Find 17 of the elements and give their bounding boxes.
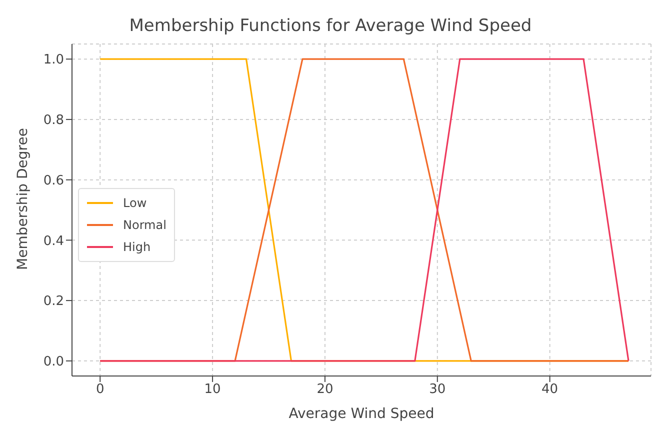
- y-tick-label: 0.0: [43, 354, 64, 370]
- x-tick-label: 10: [204, 382, 221, 398]
- x-tick-label: 0: [96, 382, 104, 398]
- y-axis-title: Membership Degree: [14, 128, 31, 270]
- y-tick-label: 0.4: [43, 234, 64, 249]
- legend-label: High: [123, 239, 151, 256]
- y-tick-label: 0.8: [43, 113, 64, 128]
- y-tick-label: 1.0: [43, 52, 64, 68]
- x-axis-title: Average Wind Speed: [288, 406, 434, 422]
- chart-title: Membership Functions for Average Wind Speed: [128, 16, 533, 36]
- x-tick-label: 20: [316, 382, 334, 398]
- y-tick-label: 0.6: [43, 173, 64, 188]
- legend-label: Normal: [123, 217, 166, 234]
- legend-label: Low: [123, 195, 147, 212]
- x-tick-label: 30: [429, 382, 446, 398]
- x-tick-label: 40: [542, 382, 558, 398]
- y-tick-label: 0.2: [43, 294, 64, 310]
